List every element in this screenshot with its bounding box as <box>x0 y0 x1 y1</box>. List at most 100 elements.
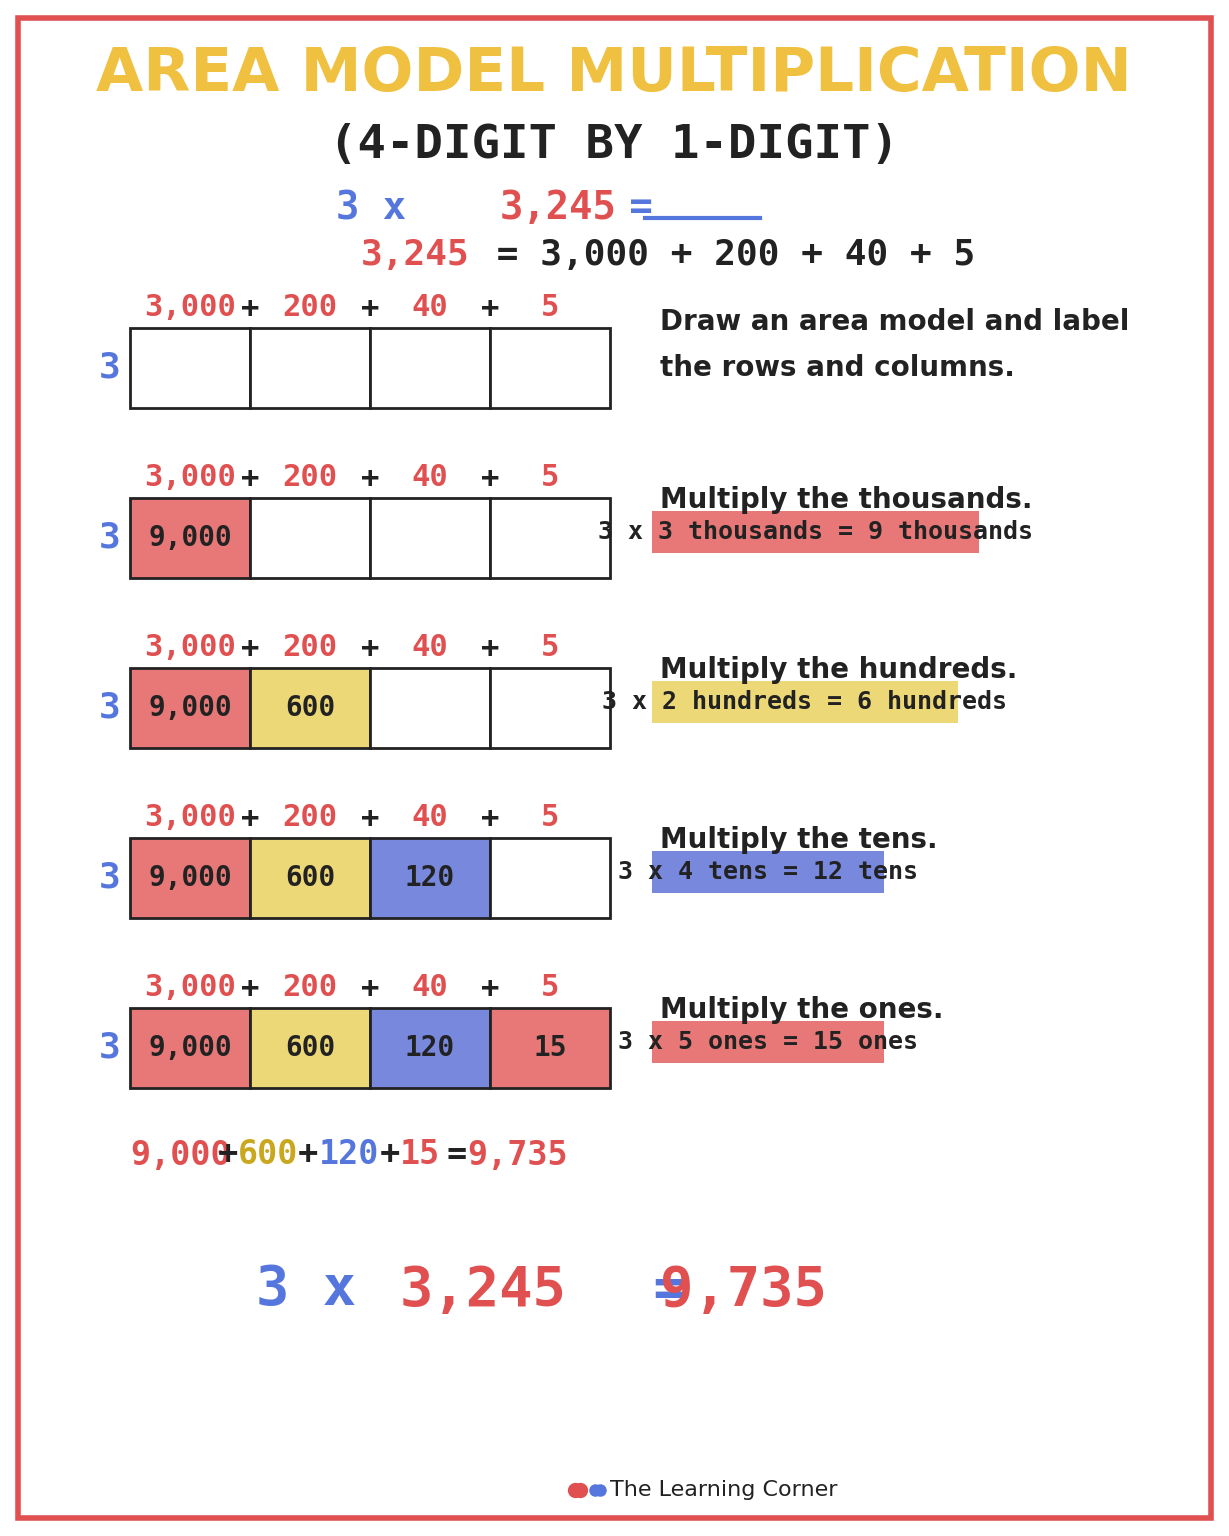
Text: Multiply the tens.: Multiply the tens. <box>660 826 938 854</box>
Text: 5: 5 <box>541 803 559 833</box>
Text: Multiply the hundreds.: Multiply the hundreds. <box>660 656 1018 684</box>
Text: 3 x 4 tens = 12 tens: 3 x 4 tens = 12 tens <box>618 860 918 885</box>
Bar <box>370 839 490 919</box>
Text: 9,000: 9,000 <box>149 1034 232 1061</box>
Text: 3: 3 <box>100 352 120 386</box>
Text: 5: 5 <box>541 974 559 1003</box>
Text: 40: 40 <box>412 974 449 1003</box>
Bar <box>130 668 249 748</box>
Text: 9,000: 9,000 <box>149 694 232 722</box>
FancyBboxPatch shape <box>653 1021 884 1063</box>
Bar <box>249 329 370 409</box>
Text: 3: 3 <box>100 691 120 725</box>
Text: 200: 200 <box>283 464 338 493</box>
Text: 3,245: 3,245 <box>399 1264 567 1316</box>
Text: =: = <box>426 1138 488 1172</box>
Text: (4-DIGIT BY 1-DIGIT): (4-DIGIT BY 1-DIGIT) <box>329 123 898 167</box>
Text: +: + <box>361 803 380 833</box>
Text: +: + <box>279 1138 339 1172</box>
Text: = 3,000 + 200 + 40 + 5: = 3,000 + 200 + 40 + 5 <box>474 238 976 272</box>
Text: 600: 600 <box>238 1138 299 1172</box>
Text: 40: 40 <box>412 803 449 833</box>
Text: 9,000: 9,000 <box>149 524 232 551</box>
Bar <box>130 839 249 919</box>
Text: 3,000: 3,000 <box>144 974 236 1003</box>
Text: AREA MODEL MULTIPLICATION: AREA MODEL MULTIPLICATION <box>96 46 1132 104</box>
FancyBboxPatch shape <box>653 851 884 892</box>
Text: +: + <box>198 1138 258 1172</box>
Text: +: + <box>481 633 499 662</box>
Bar <box>130 1008 249 1087</box>
Bar <box>490 1008 610 1087</box>
Text: 3: 3 <box>100 862 120 895</box>
Text: +: + <box>361 464 380 493</box>
Text: +: + <box>361 293 380 323</box>
Bar <box>490 668 610 748</box>
Text: Multiply the ones.: Multiply the ones. <box>660 995 944 1025</box>
Text: 15: 15 <box>399 1138 440 1172</box>
Bar <box>249 668 370 748</box>
Bar <box>130 329 249 409</box>
Text: +: + <box>241 633 259 662</box>
Text: 9,000: 9,000 <box>149 863 232 892</box>
Text: 9,735: 9,735 <box>660 1264 827 1316</box>
Bar <box>370 329 490 409</box>
Text: 200: 200 <box>283 974 338 1003</box>
Text: 40: 40 <box>412 464 449 493</box>
Text: +: + <box>481 293 499 323</box>
Text: 120: 120 <box>404 863 455 892</box>
Text: 3 x 3 thousands = 9 thousands: 3 x 3 thousands = 9 thousands <box>597 521 1032 544</box>
Bar <box>370 1008 490 1087</box>
Text: 120: 120 <box>404 1034 455 1061</box>
FancyBboxPatch shape <box>653 680 957 723</box>
Text: 3 x: 3 x <box>257 1264 390 1316</box>
Text: 600: 600 <box>285 1034 336 1061</box>
Text: +: + <box>361 633 380 662</box>
Text: 3,000: 3,000 <box>144 633 236 662</box>
Text: 9,735: 9,735 <box>467 1138 568 1172</box>
Text: 40: 40 <box>412 633 449 662</box>
Bar <box>370 498 490 578</box>
Text: 600: 600 <box>285 863 336 892</box>
Text: 3: 3 <box>100 1031 120 1064</box>
Text: +: + <box>241 803 259 833</box>
Text: +: + <box>481 464 499 493</box>
Text: +: + <box>241 464 259 493</box>
Text: 3 x 5 ones = 15 ones: 3 x 5 ones = 15 ones <box>618 1031 918 1054</box>
Bar <box>370 668 490 748</box>
Text: 9,000: 9,000 <box>130 1138 231 1172</box>
Text: Multiply the thousands.: Multiply the thousands. <box>660 485 1032 515</box>
Text: +: + <box>361 974 380 1003</box>
Text: =: = <box>606 189 676 227</box>
Text: 200: 200 <box>283 293 338 323</box>
Text: 5: 5 <box>541 293 559 323</box>
Text: 200: 200 <box>283 803 338 833</box>
Text: 5: 5 <box>541 464 559 493</box>
Text: 15: 15 <box>533 1034 567 1061</box>
Text: 3 x 2 hundreds = 6 hundreds: 3 x 2 hundreds = 6 hundreds <box>602 690 1008 714</box>
Text: +: + <box>241 293 259 323</box>
FancyBboxPatch shape <box>653 511 978 553</box>
Text: +: + <box>360 1138 420 1172</box>
Text: 40: 40 <box>412 293 449 323</box>
Text: +: + <box>241 974 259 1003</box>
Text: 600: 600 <box>285 694 336 722</box>
Text: 3,000: 3,000 <box>144 464 236 493</box>
Text: 3,245: 3,245 <box>500 189 617 227</box>
Bar <box>490 329 610 409</box>
Text: 120: 120 <box>320 1138 380 1172</box>
Text: 3,000: 3,000 <box>144 803 236 833</box>
Text: +: + <box>481 974 499 1003</box>
Text: +: + <box>481 803 499 833</box>
Text: 5: 5 <box>541 633 559 662</box>
Text: 3,245: 3,245 <box>361 238 469 272</box>
Text: Draw an area model and label
the rows and columns.: Draw an area model and label the rows an… <box>660 309 1129 382</box>
Bar <box>249 839 370 919</box>
Text: 3 x: 3 x <box>337 189 430 227</box>
Text: 200: 200 <box>283 633 338 662</box>
Text: The Learning Corner: The Learning Corner <box>610 1481 837 1501</box>
Text: 3: 3 <box>100 521 120 554</box>
FancyBboxPatch shape <box>18 18 1211 1518</box>
Bar <box>490 839 610 919</box>
Bar <box>130 498 249 578</box>
